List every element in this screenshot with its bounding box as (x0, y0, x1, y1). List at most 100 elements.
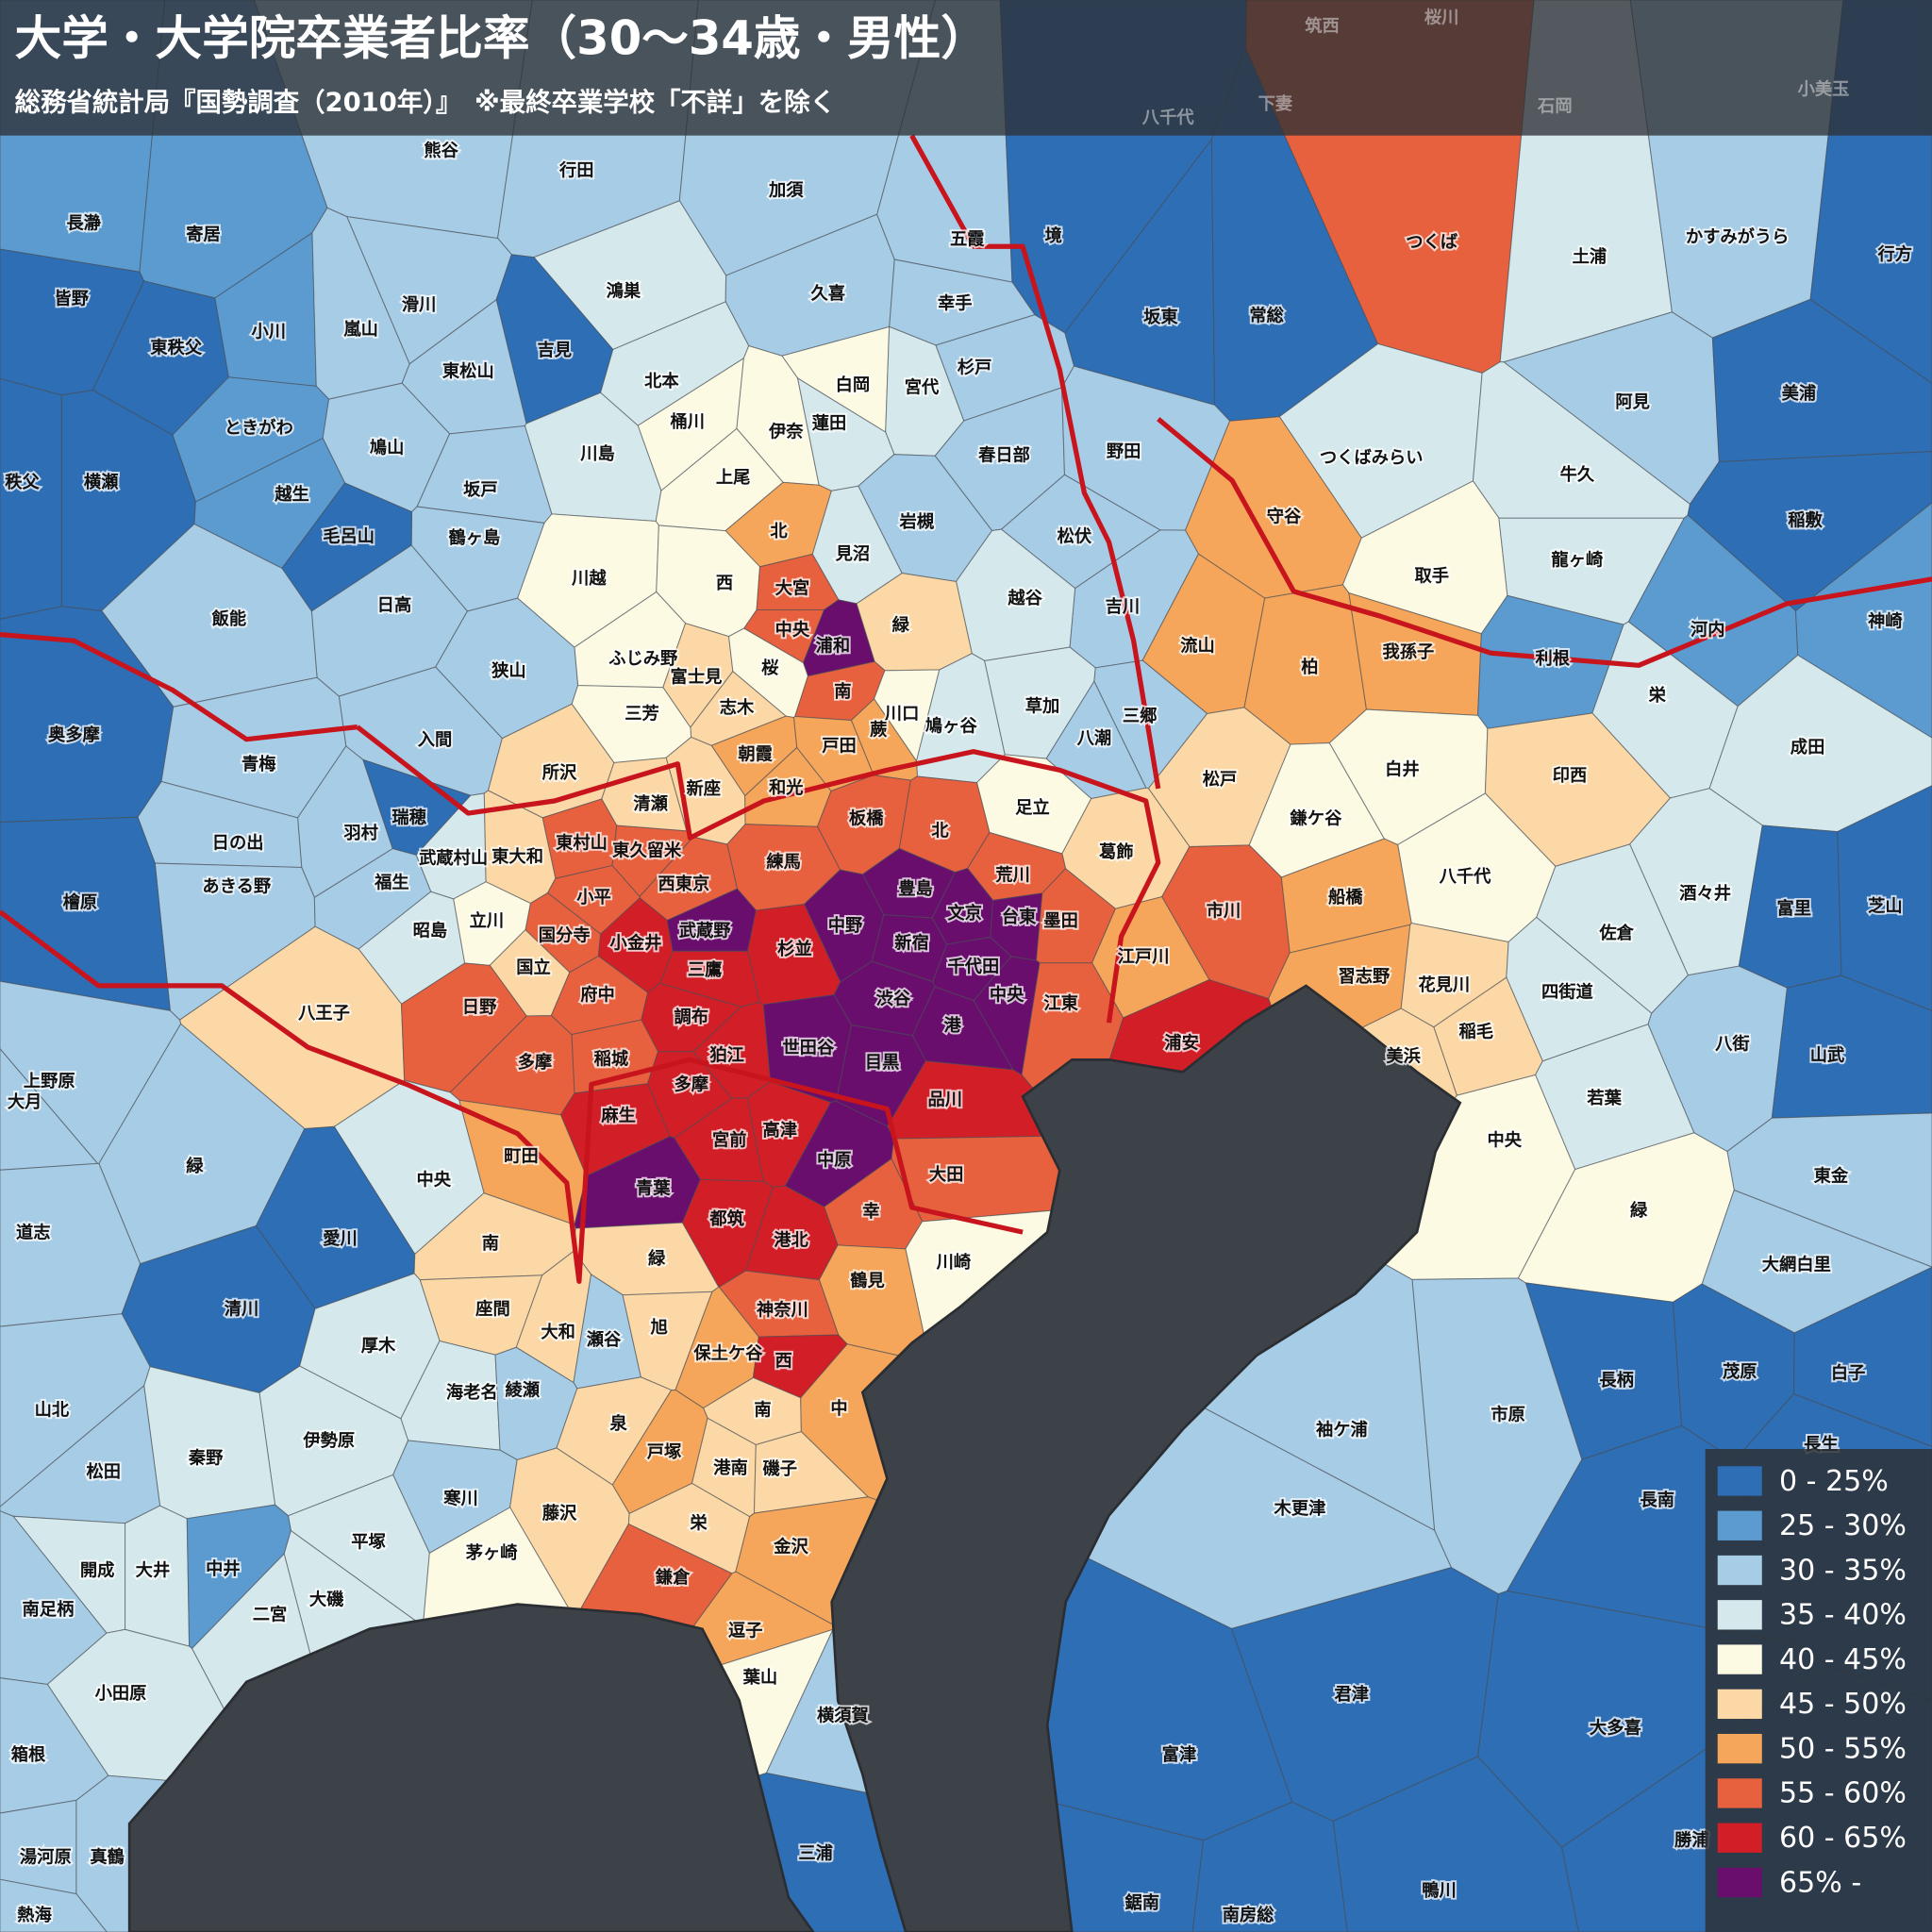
place-label: 伊勢原 (302, 1430, 355, 1451)
place-label: 品川 (928, 1090, 963, 1109)
place-label: 浦和 (816, 636, 851, 657)
place-label: 中井 (206, 1558, 241, 1579)
place-label: 渋谷 (876, 988, 911, 1008)
place-label: 桶川 (671, 411, 706, 432)
place-label: 大月 (8, 1091, 42, 1112)
place-label: 寄居 (186, 224, 221, 244)
legend-swatch (1717, 1644, 1762, 1674)
legend-label: 65% - (1779, 1866, 1861, 1899)
place-label: 市川 (1207, 901, 1241, 922)
legend: 0 - 25% 25 - 30% 30 - 35% 35 - 40% 40 - 45% 4… (1705, 1449, 1932, 1932)
place-label: 春日部 (978, 444, 1030, 465)
place-label: 君津 (1335, 1684, 1370, 1705)
legend-label: 0 - 25% (1779, 1465, 1889, 1498)
place-label: 大多喜 (1590, 1717, 1641, 1738)
place-label: 嵐山 (343, 320, 378, 340)
place-label: 日の出 (212, 833, 264, 854)
place-label: 杉戸 (958, 358, 992, 378)
place-label: 松伏 (1058, 525, 1092, 546)
title: 大学・大学院卒業者比率（30〜34歳・男性） (15, 10, 988, 65)
place-label: 坂戸 (463, 480, 498, 500)
place-label: 東秩父 (150, 338, 203, 358)
place-label: 境 (1045, 225, 1062, 246)
place-label: 西 (775, 1351, 792, 1371)
place-label: 川崎 (936, 1252, 972, 1273)
place-label: 横瀬 (84, 472, 119, 492)
place-label: 大井 (136, 1559, 171, 1580)
place-label: 磯子 (763, 1458, 798, 1479)
place-label: 大和 (541, 1322, 575, 1342)
place-label: 麻生 (600, 1105, 636, 1125)
place-label: 鳩山 (370, 437, 405, 458)
place-label: 茅ヶ崎 (466, 1542, 518, 1563)
place-label: 長南 (1640, 1490, 1674, 1510)
place-label: 四街道 (1541, 982, 1594, 1003)
place-label: 富津 (1162, 1744, 1197, 1765)
legend-label: 50 - 55% (1779, 1732, 1907, 1765)
place-label: 大田 (929, 1164, 964, 1185)
place-label: 中央 (775, 620, 810, 641)
place-label: 草加 (1025, 696, 1060, 717)
place-label: 羽村 (343, 823, 378, 843)
place-label: 藤沢 (542, 1503, 577, 1524)
place-label: 二宮 (253, 1604, 288, 1624)
place-label: 逗子 (728, 1621, 763, 1641)
place-label: 中野 (828, 915, 863, 936)
place-label: 鴻巣 (607, 281, 641, 302)
place-label: 清川 (225, 1298, 259, 1319)
border (1157, 417, 1932, 668)
subtitle: 総務省統計局『国勢調査（2010年）』 ※最終卒業学校「不詳」を除く (15, 88, 836, 118)
place-label: 五霞 (950, 230, 985, 250)
place-label: 府中 (580, 984, 615, 1005)
place-label: 入間 (418, 730, 453, 750)
place-label: 鳩ヶ谷 (925, 716, 978, 737)
place-label: ときがわ (225, 418, 293, 439)
legend-swatch (1717, 1778, 1762, 1808)
place-label: 海老名 (446, 1382, 498, 1403)
place-label: 愛川 (323, 1228, 358, 1249)
place-label: 守谷 (1267, 507, 1302, 527)
place-label: 緑 (648, 1248, 666, 1269)
top-label: 小美玉 (1798, 78, 1850, 99)
place-label: 長柄 (1599, 1371, 1634, 1391)
place-label: 見沼 (835, 543, 871, 564)
legend-label: 45 - 50% (1779, 1688, 1907, 1721)
place-label: 毛呂山 (323, 525, 375, 546)
place-label: 中央 (416, 1169, 451, 1190)
top-label: 下妻 (1258, 93, 1293, 114)
title-band (0, 0, 1932, 136)
place-label: 北 (931, 822, 949, 841)
place-label: 保土ケ谷 (692, 1342, 763, 1363)
place-label: 三鷹 (688, 959, 723, 980)
place-label: 和光 (769, 777, 804, 798)
place-label: 東大和 (491, 846, 543, 867)
place-label: 三浦 (798, 1843, 833, 1864)
place-label: 坂東 (1143, 307, 1178, 327)
tokyo-bay (830, 984, 1462, 1932)
place-label: 葛飾 (1098, 841, 1134, 862)
place-label: 富里 (1776, 898, 1811, 919)
place-label: 箱根 (11, 1744, 46, 1765)
place-label: 東松山 (442, 360, 494, 381)
legend-label: 60 - 65% (1779, 1822, 1907, 1855)
place-label: 神崎 (1868, 611, 1903, 632)
place-label: 鋸南 (1125, 1892, 1160, 1913)
place-label: 多摩 (518, 1052, 553, 1073)
place-label: 袖ケ浦 (1316, 1419, 1368, 1440)
place-label: 小川 (251, 323, 286, 342)
place-label: 日高 (377, 595, 412, 616)
place-label: 西東京 (658, 874, 709, 894)
place-label: かすみがうら (1686, 226, 1790, 247)
place-label: 三郷 (1123, 706, 1158, 726)
place-label: 川口 (884, 705, 920, 724)
place-label: 北本 (644, 371, 679, 391)
place-label: 港北 (774, 1230, 808, 1250)
place-label: 金沢 (773, 1536, 808, 1557)
place-label: ふじみ野 (608, 649, 678, 669)
place-label: 練馬 (766, 851, 801, 872)
place-label: 秦野 (188, 1447, 224, 1468)
place-label: 墨田 (1043, 911, 1078, 931)
place-label: 滑川 (402, 295, 437, 315)
